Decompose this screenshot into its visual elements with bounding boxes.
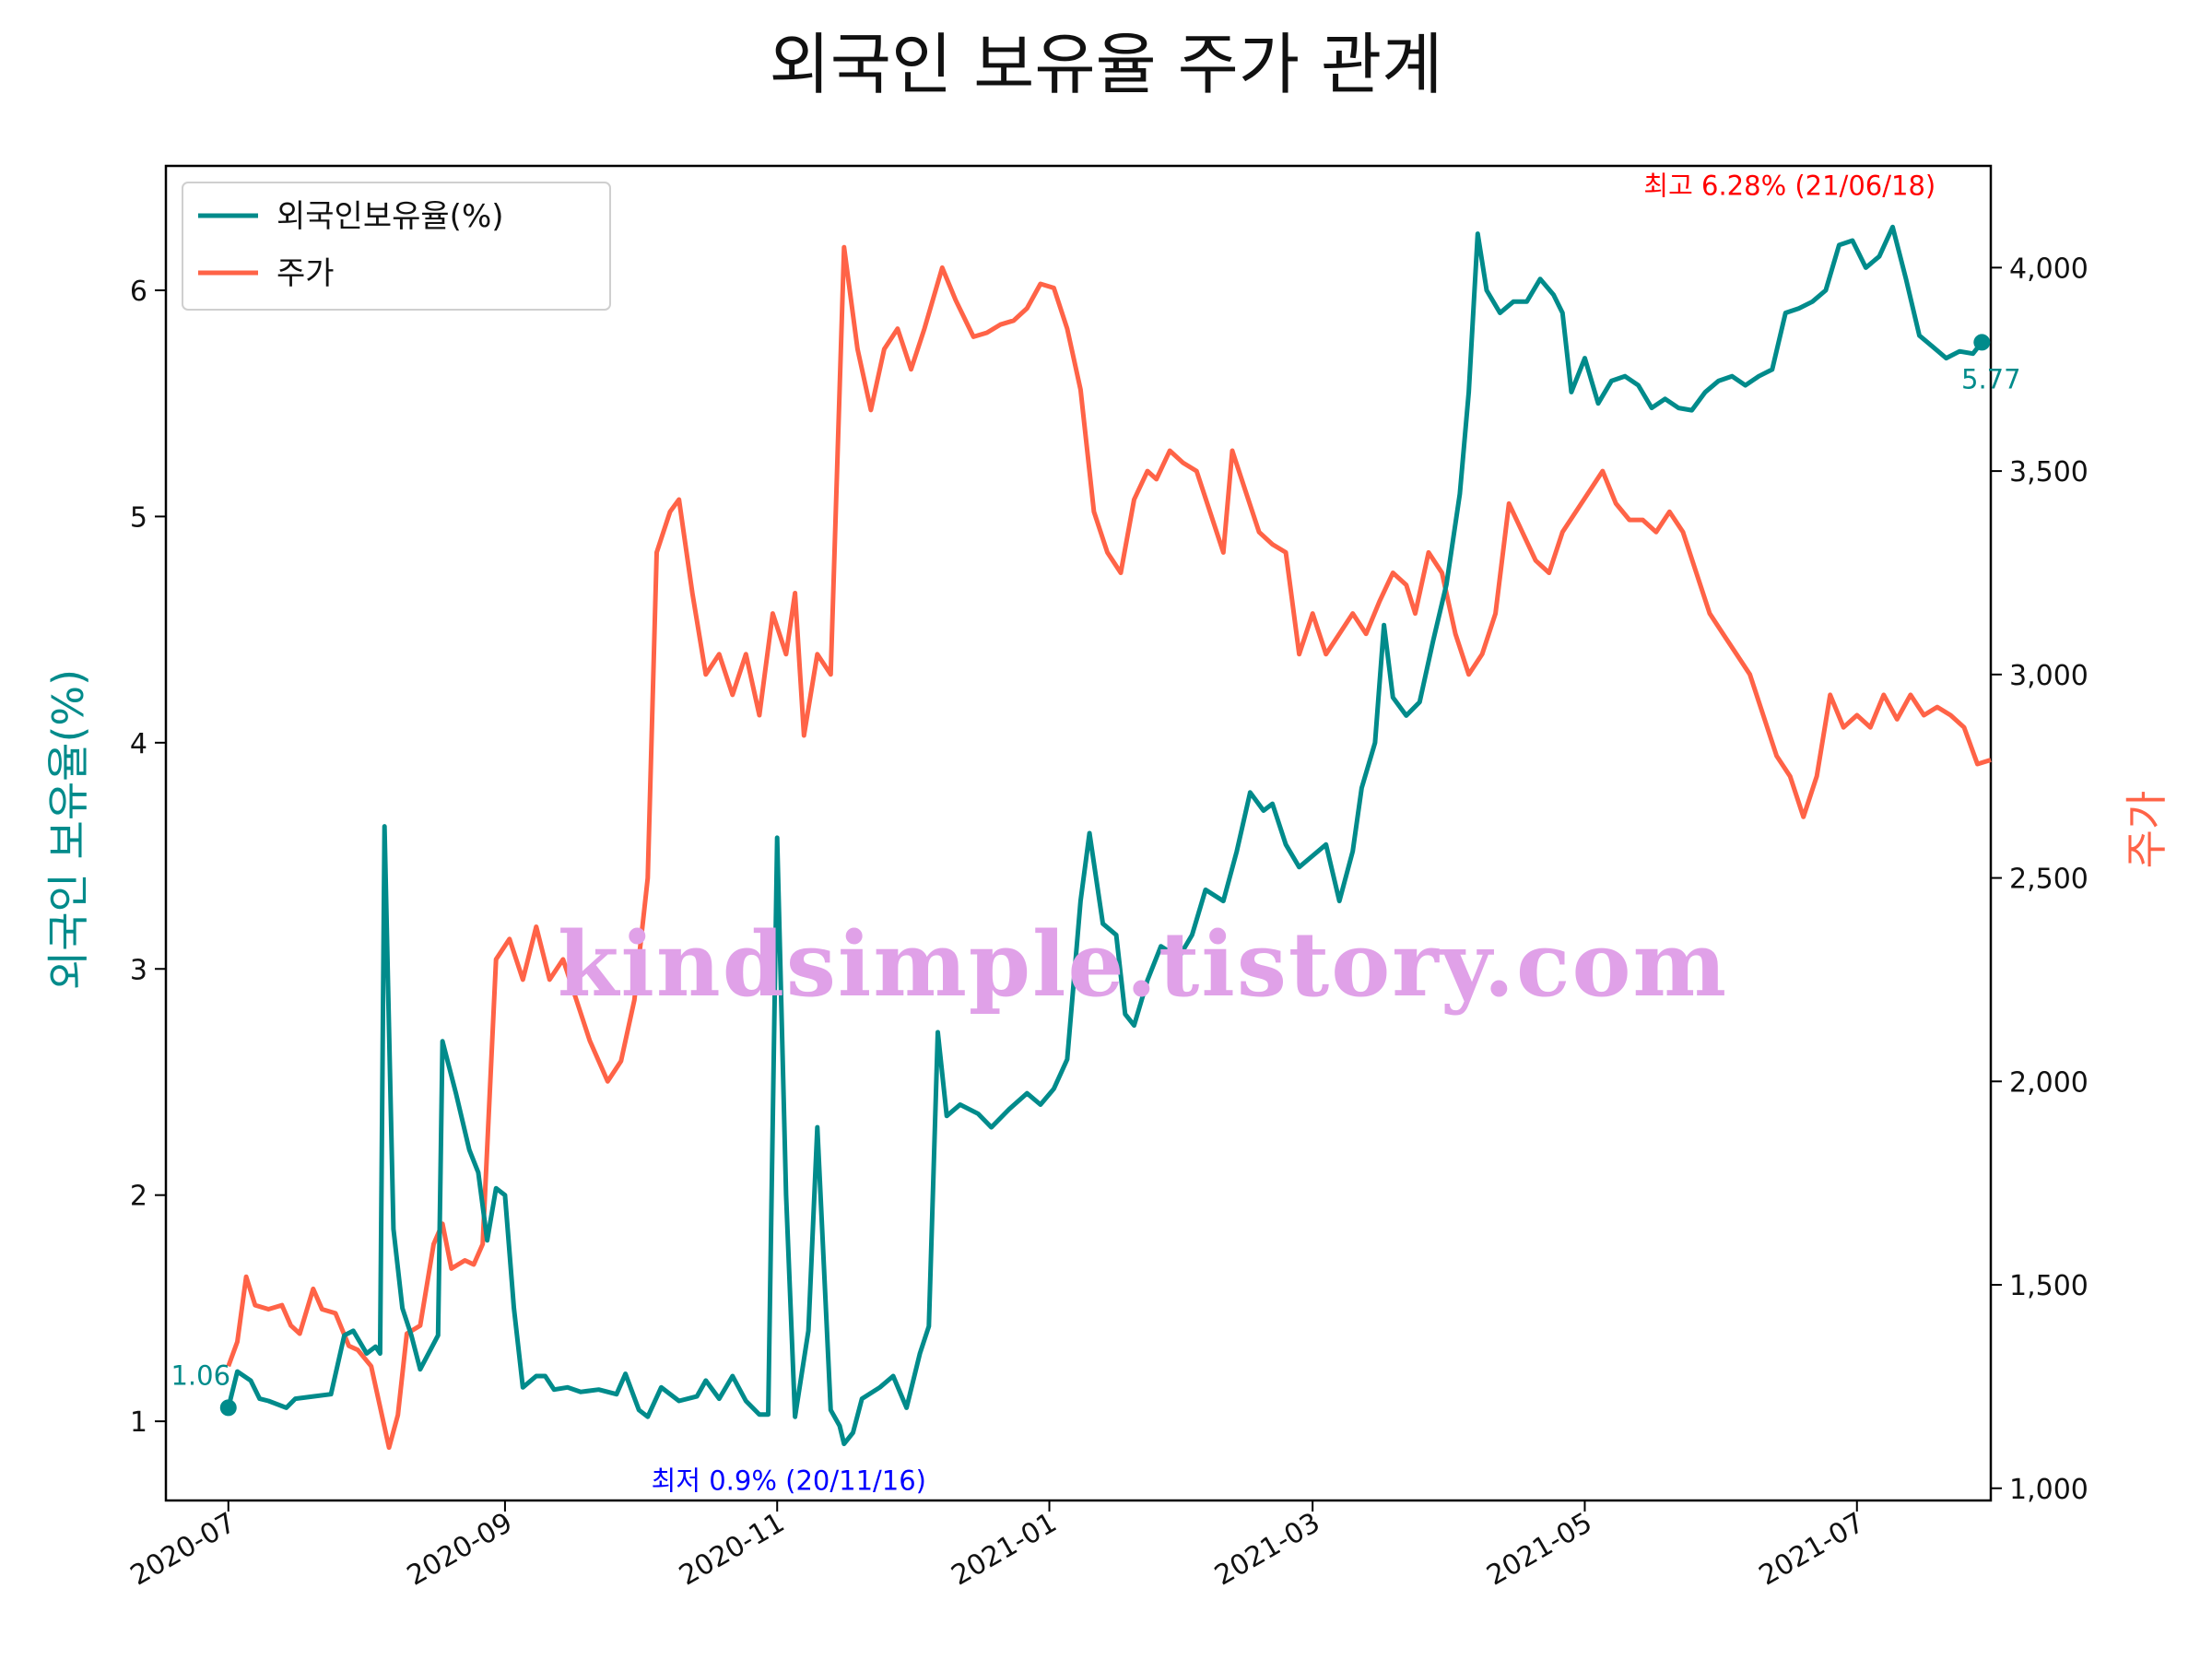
right-y-tick-label: 2,000 <box>2009 1066 2088 1099</box>
max-annotation: 최고 6.28% (21/06/18) <box>1643 170 1936 201</box>
x-tick-label: 2021-07 <box>1754 1507 1870 1593</box>
legend: 외국인보유율(%) 주가 <box>182 182 611 311</box>
end-value-label: 5.77 <box>1961 363 2021 394</box>
watermark-text: kindsimple.tistory.com <box>558 912 1728 1017</box>
left-y-tick-label: 5 <box>130 501 147 534</box>
start-point-marker <box>219 1399 237 1417</box>
legend-label-price: 주가 <box>276 255 335 292</box>
left-y-tick-label: 1 <box>130 1406 147 1439</box>
left-y-tick-label: 2 <box>130 1181 147 1213</box>
x-tick-label: 2020-07 <box>125 1507 241 1593</box>
min-annotation: 최저 0.9% (20/11/16) <box>652 1465 926 1497</box>
legend-box <box>182 182 611 311</box>
end-point-marker <box>1973 334 1991 351</box>
legend-label-ownership: 외국인보유율(%) <box>276 198 504 235</box>
right-y-tick-label: 1,500 <box>2009 1270 2088 1302</box>
x-tick-label: 2021-01 <box>946 1507 1062 1593</box>
right-y-tick-label: 3,500 <box>2009 456 2088 488</box>
x-tick-label: 2021-05 <box>1481 1507 1597 1593</box>
left-y-axis-ticks: 1 2 3 4 5 6 <box>130 276 166 1439</box>
left-y-tick-label: 3 <box>130 954 147 986</box>
left-y-tick-label: 6 <box>130 276 147 308</box>
x-tick-label: 2020-11 <box>674 1507 790 1593</box>
right-y-tick-label: 2,500 <box>2009 864 2088 896</box>
price-series-line <box>226 244 1992 1451</box>
start-value-label: 1.06 <box>171 1359 230 1391</box>
series-layer <box>219 224 1992 1451</box>
ownership-series-line <box>226 224 1984 1447</box>
right-y-tick-label: 1,000 <box>2009 1474 2088 1506</box>
chart-title: 외국인 보유율 주가 관계 <box>769 26 1442 103</box>
right-y-axis-label: 주가 <box>2122 791 2171 869</box>
x-tick-label: 2020-09 <box>402 1507 518 1593</box>
x-axis-ticks: 2020-07 2020-09 2020-11 2021-01 2021-03 2021-… <box>125 1500 1870 1593</box>
x-tick-label: 2021-03 <box>1209 1507 1325 1593</box>
right-y-axis-ticks: 1,000 1,500 2,000 2,500 3,000 3,500 4,000 <box>1991 253 2088 1506</box>
right-y-tick-label: 4,000 <box>2009 253 2088 285</box>
right-y-tick-label: 3,000 <box>2009 660 2088 692</box>
plot-area-frame <box>164 164 1993 1502</box>
left-y-axis-label: 외국인 보유율(%) <box>43 669 93 990</box>
left-y-tick-label: 4 <box>130 728 147 760</box>
